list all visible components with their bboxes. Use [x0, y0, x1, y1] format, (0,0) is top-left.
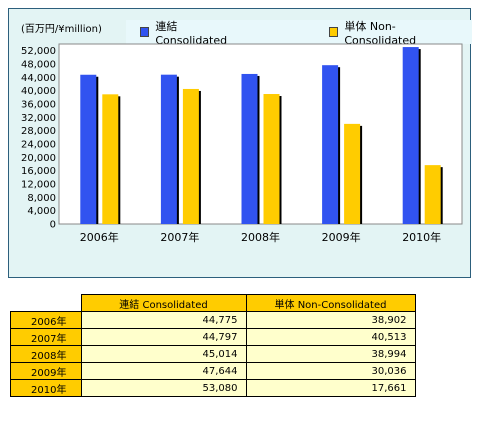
- x-tick-label: 2010年: [402, 230, 441, 244]
- bar: [424, 165, 441, 224]
- legend-label-non-consolidated: 単体 Non-Consolidated: [344, 19, 417, 47]
- bar: [263, 94, 280, 225]
- y-tick-label: 4,000: [27, 206, 56, 217]
- y-tick-label: 44,000: [21, 73, 56, 84]
- bar-chart: 0 4,000 8,000 12,000 16,000 20,000 24,000 28,00…: [21, 43, 463, 244]
- plot-area: [58, 43, 463, 225]
- table-non-consolidated-cell: 38,902: [245, 311, 416, 329]
- bar: [402, 47, 419, 224]
- table-consolidated-cell: 53,080: [80, 379, 247, 397]
- y-tick-label: 32,000: [21, 113, 56, 124]
- x-tick-label: 2009年: [322, 230, 361, 244]
- bar: [182, 88, 199, 224]
- bar: [241, 73, 258, 224]
- table-year-cell: 2010年: [10, 379, 82, 397]
- table-row: 2007年 44,797 40,513: [10, 328, 416, 346]
- table-non-consolidated-cell: 17,661: [245, 379, 416, 397]
- table-non-consolidated-cell: 40,513: [245, 328, 416, 346]
- table-consolidated-cell: 44,775: [80, 311, 247, 329]
- table-header-consolidated: 連結 Consolidated: [80, 294, 247, 312]
- x-tick-label: 2006年: [80, 230, 119, 244]
- bar: [322, 65, 339, 224]
- y-tick-label: 40,000: [21, 86, 56, 97]
- table-row: 2006年 44,775 38,902: [10, 311, 416, 329]
- data-table: 連結 Consolidated 単体 Non-Consolidated 2006…: [10, 294, 416, 397]
- table-consolidated-cell: 44,797: [80, 328, 247, 346]
- table-year-cell: 2007年: [10, 328, 82, 346]
- y-axis-unit-label: (百万円/¥million): [21, 24, 102, 35]
- y-tick-label: 52,000: [21, 46, 56, 57]
- bar: [344, 123, 361, 224]
- table-header-row: 連結 Consolidated 単体 Non-Consolidated: [10, 294, 416, 312]
- bar: [80, 74, 97, 224]
- table-consolidated-cell: 47,644: [80, 362, 247, 380]
- y-tick-label: 24,000: [21, 140, 56, 151]
- legend-swatch-non-consolidated: [329, 27, 339, 37]
- table-header-non-consolidated: 単体 Non-Consolidated: [245, 294, 416, 312]
- bar: [160, 74, 177, 224]
- chart-legend: 連結 Consolidated 単体 Non-Consolidated: [126, 18, 472, 47]
- y-tick-label: 36,000: [21, 100, 56, 111]
- table-corner-cell: [10, 294, 81, 312]
- table-year-cell: 2006年: [10, 311, 82, 329]
- x-tick-label: 2007年: [160, 230, 199, 244]
- y-tick-label: 48,000: [21, 60, 56, 71]
- x-tick-label: 2008年: [241, 230, 280, 244]
- table-row: 2008年 45,014 38,994: [10, 345, 416, 363]
- table-row: 2009年 47,644 30,036: [10, 362, 416, 380]
- table-row: 2010年 53,080 17,661: [10, 379, 416, 397]
- legend-item-non-consolidated: 単体 Non-Consolidated: [329, 18, 458, 47]
- bar: [102, 94, 119, 225]
- y-tick-label: 0: [50, 220, 56, 231]
- legend-swatch-consolidated: [140, 27, 150, 37]
- y-tick-label: 8,000: [27, 193, 56, 204]
- y-tick-label: 28,000: [21, 126, 56, 137]
- table-non-consolidated-cell: 30,036: [245, 362, 416, 380]
- legend-item-consolidated: 連結 Consolidated: [140, 18, 245, 47]
- y-tick-label: 12,000: [21, 180, 56, 191]
- y-tick-label: 16,000: [21, 166, 56, 177]
- legend-label-consolidated: 連結 Consolidated: [155, 19, 228, 47]
- table-non-consolidated-cell: 38,994: [245, 345, 416, 363]
- y-tick-label: 20,000: [21, 153, 56, 164]
- table-year-cell: 2008年: [10, 345, 82, 363]
- table-consolidated-cell: 45,014: [80, 345, 247, 363]
- table-year-cell: 2009年: [10, 362, 82, 380]
